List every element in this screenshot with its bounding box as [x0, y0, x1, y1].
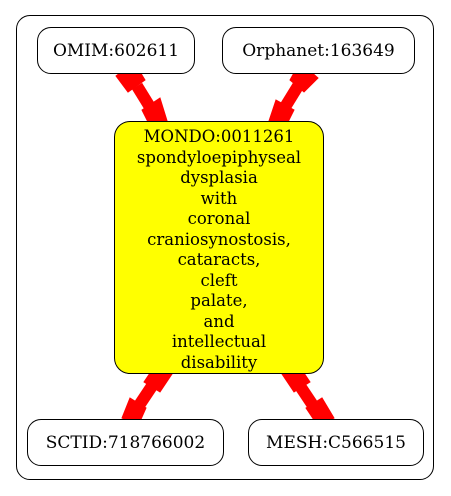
node-mondo-center[interactable]: MONDO:0011261 spondyloepiphyseal dysplas… [114, 121, 324, 374]
center-line-6: craniosynostosis, [147, 229, 291, 249]
node-mesh[interactable]: MESH:C566515 [248, 419, 424, 466]
center-line-2: spondyloepiphyseal [136, 147, 302, 167]
center-line-11: intellectual [171, 332, 267, 351]
center-line-4: with [200, 188, 238, 208]
node-sctid-label: SCTID:718766002 [45, 432, 206, 453]
center-line-9: palate, [190, 291, 248, 310]
node-omim[interactable]: OMIM:602611 [37, 27, 195, 74]
center-line-1: MONDO:0011261 [143, 127, 295, 146]
center-line-3: dysplasia [180, 168, 258, 187]
center-line-7: cataracts, [177, 250, 261, 269]
center-line-12: disability [180, 352, 258, 372]
center-line-5: coronal [187, 209, 251, 228]
center-line-8: cleft [200, 270, 238, 290]
node-omim-label: OMIM:602611 [52, 40, 180, 61]
graph-cluster [16, 15, 434, 480]
center-line-10: and [203, 311, 235, 331]
node-mesh-label: MESH:C566515 [266, 432, 406, 453]
node-orphanet[interactable]: Orphanet:163649 [222, 27, 415, 74]
node-orphanet-label: Orphanet:163649 [242, 40, 395, 61]
node-sctid[interactable]: SCTID:718766002 [27, 419, 224, 466]
